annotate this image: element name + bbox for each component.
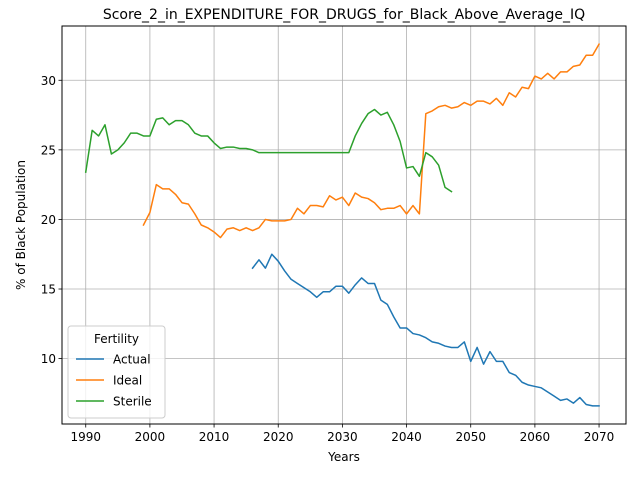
y-tick-label: 30 (41, 74, 56, 88)
x-tick-label: 2000 (135, 430, 166, 444)
x-tick-label: 2050 (455, 430, 486, 444)
chart-title: Score_2_in_EXPENDITURE_FOR_DRUGS_for_Bla… (103, 7, 585, 23)
y-tick-label: 25 (41, 143, 56, 157)
series-line-actual (251, 253, 600, 407)
legend-label-sterile: Sterile (113, 395, 152, 409)
legend-title: Fertility (94, 332, 139, 346)
legend-label-ideal: Ideal (113, 374, 142, 388)
y-axis-title: % of Black Population (14, 160, 28, 290)
legend-label-actual: Actual (113, 353, 151, 367)
x-tick-label: 2040 (391, 430, 422, 444)
series-line-ideal (142, 43, 601, 239)
x-tick-label: 2020 (263, 430, 294, 444)
y-axis: 10 15 20 25 30 (41, 74, 62, 366)
y-tick-label: 15 (41, 283, 56, 297)
x-tick-label: 2070 (584, 430, 615, 444)
x-tick-label: 2030 (327, 430, 358, 444)
x-axis-title: Years (327, 450, 360, 464)
series-line-sterile (84, 108, 453, 193)
x-tick-label: 2060 (520, 430, 551, 444)
legend-items: Actual Ideal Sterile (76, 353, 152, 409)
x-tick-label: 2010 (199, 430, 230, 444)
x-tick-label: 1990 (70, 430, 101, 444)
legend-box (67, 325, 166, 419)
plot-frame (61, 25, 627, 425)
y-tick-label: 20 (41, 213, 56, 227)
legend: Fertility Actual Ideal Sterile (67, 325, 166, 419)
series-lines (84, 43, 601, 407)
y-tick-label: 10 (41, 352, 56, 366)
x-axis: 1990 2000 2010 2020 2030 2040 2050 2060 2070 (70, 424, 614, 444)
